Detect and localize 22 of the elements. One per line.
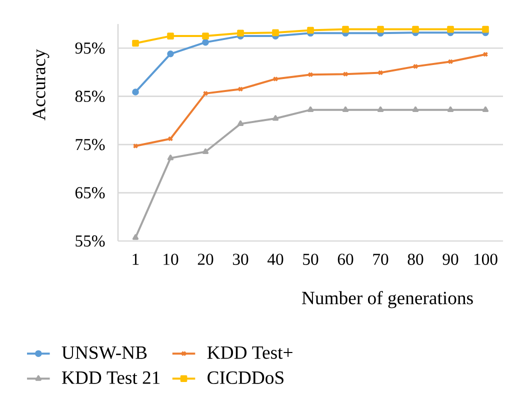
x-tick-label: 1 xyxy=(132,254,139,265)
x-tick-label: 100 xyxy=(474,254,498,265)
y-axis-title: Accuracy xyxy=(32,49,50,120)
x-tick-label: 10 xyxy=(164,254,178,265)
x-tick-label: 40 xyxy=(268,254,284,265)
x-tick-label: 90 xyxy=(442,254,458,265)
x-tick-label: 60 xyxy=(338,254,354,265)
legend-label: CICDDoS xyxy=(208,371,284,384)
legend-label: KDD Test 21 xyxy=(62,371,160,384)
y-tick-label: 85% xyxy=(75,90,105,102)
y-tick-label: 95% xyxy=(75,42,105,54)
x-tick-label: 50 xyxy=(303,254,318,265)
y-tick-label: 65% xyxy=(75,187,105,198)
legend-label: KDD Test+ xyxy=(207,346,292,359)
x-tick-label: 20 xyxy=(198,254,214,265)
x-tick-label: 30 xyxy=(232,254,248,265)
x-axis-title: Number of generations xyxy=(302,290,473,308)
y-tick-label: 75% xyxy=(76,138,105,150)
x-tick-label: 80 xyxy=(408,254,424,265)
x-tick-label: 70 xyxy=(373,254,388,265)
y-tick-label: 55% xyxy=(76,235,105,247)
legend-label: UNSW-NB xyxy=(62,346,147,360)
